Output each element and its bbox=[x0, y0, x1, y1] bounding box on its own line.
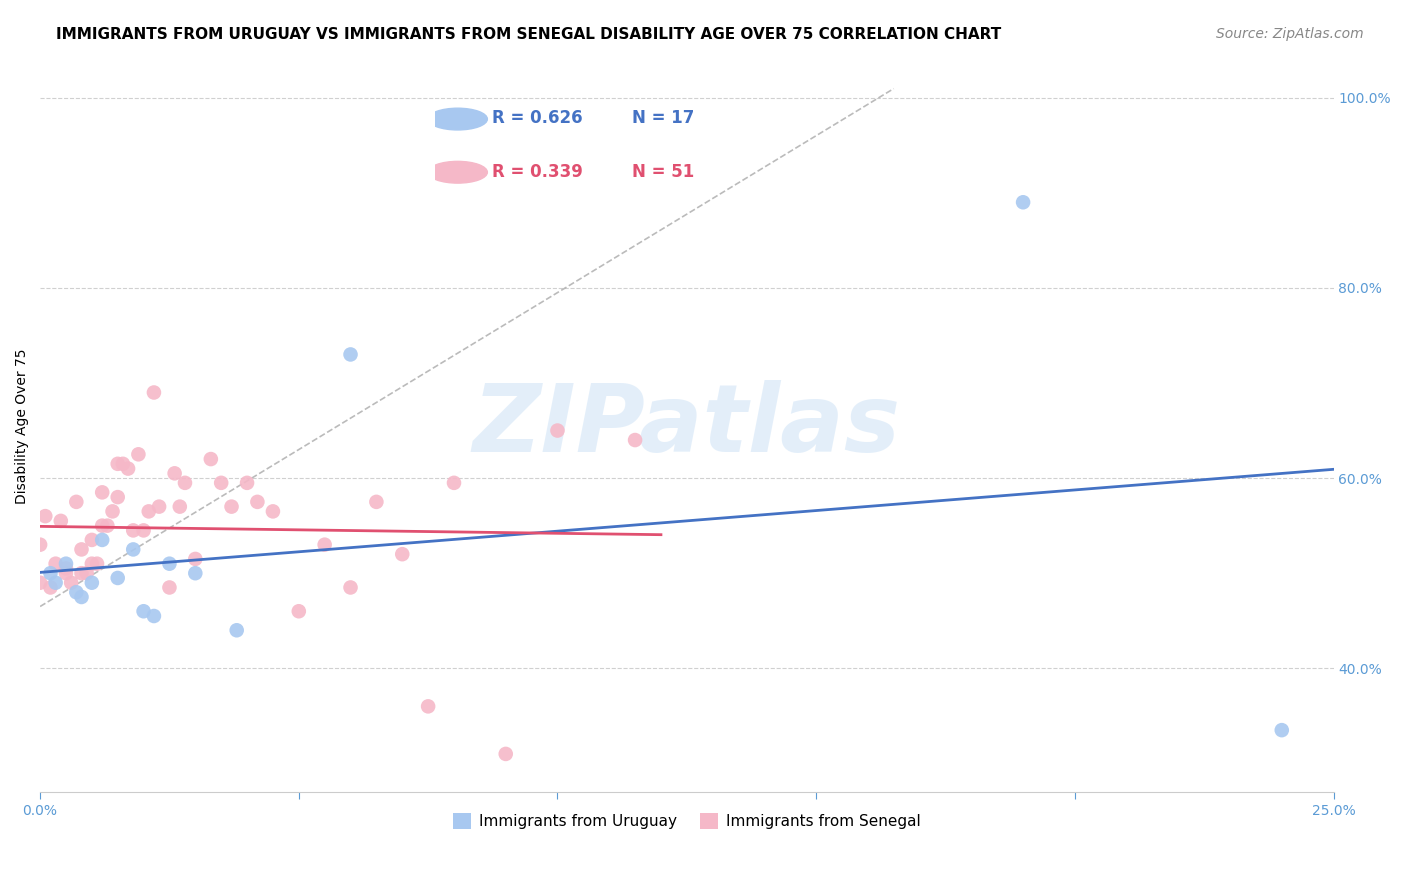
Point bbox=[65, 495, 87, 509]
Point bbox=[111, 457, 134, 471]
Point bbox=[624, 433, 647, 447]
Point bbox=[45, 575, 67, 590]
Point bbox=[80, 557, 103, 571]
Text: ZIPatlas: ZIPatlas bbox=[472, 380, 901, 472]
Point bbox=[132, 604, 155, 618]
Point bbox=[55, 557, 77, 571]
Point bbox=[76, 566, 98, 581]
Point bbox=[174, 475, 197, 490]
Point bbox=[91, 533, 114, 547]
Point bbox=[107, 457, 129, 471]
Point bbox=[70, 566, 93, 581]
Point bbox=[39, 566, 62, 581]
Point bbox=[339, 347, 361, 361]
Point bbox=[80, 575, 103, 590]
Point bbox=[169, 500, 191, 514]
Point bbox=[70, 542, 93, 557]
Point bbox=[236, 475, 259, 490]
Point bbox=[55, 561, 77, 575]
Point bbox=[127, 447, 149, 461]
Point bbox=[70, 590, 93, 604]
Point bbox=[418, 699, 440, 714]
Point bbox=[117, 461, 139, 475]
Point bbox=[200, 452, 222, 467]
Legend: Immigrants from Uruguay, Immigrants from Senegal: Immigrants from Uruguay, Immigrants from… bbox=[447, 807, 927, 836]
Point bbox=[30, 575, 52, 590]
Point bbox=[225, 624, 247, 638]
Point bbox=[148, 500, 170, 514]
Point bbox=[159, 557, 181, 571]
Point bbox=[49, 514, 72, 528]
Point bbox=[1271, 723, 1294, 738]
Point bbox=[184, 566, 207, 581]
Point bbox=[80, 533, 103, 547]
Point bbox=[546, 424, 568, 438]
Point bbox=[138, 504, 160, 518]
Text: Source: ZipAtlas.com: Source: ZipAtlas.com bbox=[1216, 27, 1364, 41]
Point bbox=[96, 518, 118, 533]
Point bbox=[142, 609, 165, 624]
Point bbox=[101, 504, 124, 518]
Point bbox=[288, 604, 311, 618]
Point bbox=[39, 581, 62, 595]
Point bbox=[209, 475, 232, 490]
Point bbox=[122, 542, 145, 557]
Y-axis label: Disability Age Over 75: Disability Age Over 75 bbox=[15, 348, 30, 503]
Point bbox=[107, 571, 129, 585]
Point bbox=[314, 538, 336, 552]
Point bbox=[184, 552, 207, 566]
Point bbox=[1012, 195, 1035, 210]
Point bbox=[246, 495, 269, 509]
Point bbox=[262, 504, 284, 518]
Point bbox=[34, 509, 56, 524]
Point bbox=[443, 475, 465, 490]
Point bbox=[163, 467, 186, 481]
Point bbox=[495, 747, 517, 761]
Point bbox=[86, 557, 108, 571]
Point bbox=[65, 585, 87, 599]
Text: IMMIGRANTS FROM URUGUAY VS IMMIGRANTS FROM SENEGAL DISABILITY AGE OVER 75 CORREL: IMMIGRANTS FROM URUGUAY VS IMMIGRANTS FR… bbox=[56, 27, 1001, 42]
Point bbox=[366, 495, 388, 509]
Point bbox=[391, 547, 413, 561]
Point bbox=[91, 518, 114, 533]
Point bbox=[30, 538, 52, 552]
Point bbox=[55, 566, 77, 581]
Point bbox=[107, 490, 129, 504]
Point bbox=[91, 485, 114, 500]
Point bbox=[132, 524, 155, 538]
Point bbox=[45, 557, 67, 571]
Point bbox=[339, 581, 361, 595]
Point bbox=[142, 385, 165, 400]
Point bbox=[122, 524, 145, 538]
Point bbox=[221, 500, 243, 514]
Point bbox=[159, 581, 181, 595]
Point bbox=[60, 575, 83, 590]
